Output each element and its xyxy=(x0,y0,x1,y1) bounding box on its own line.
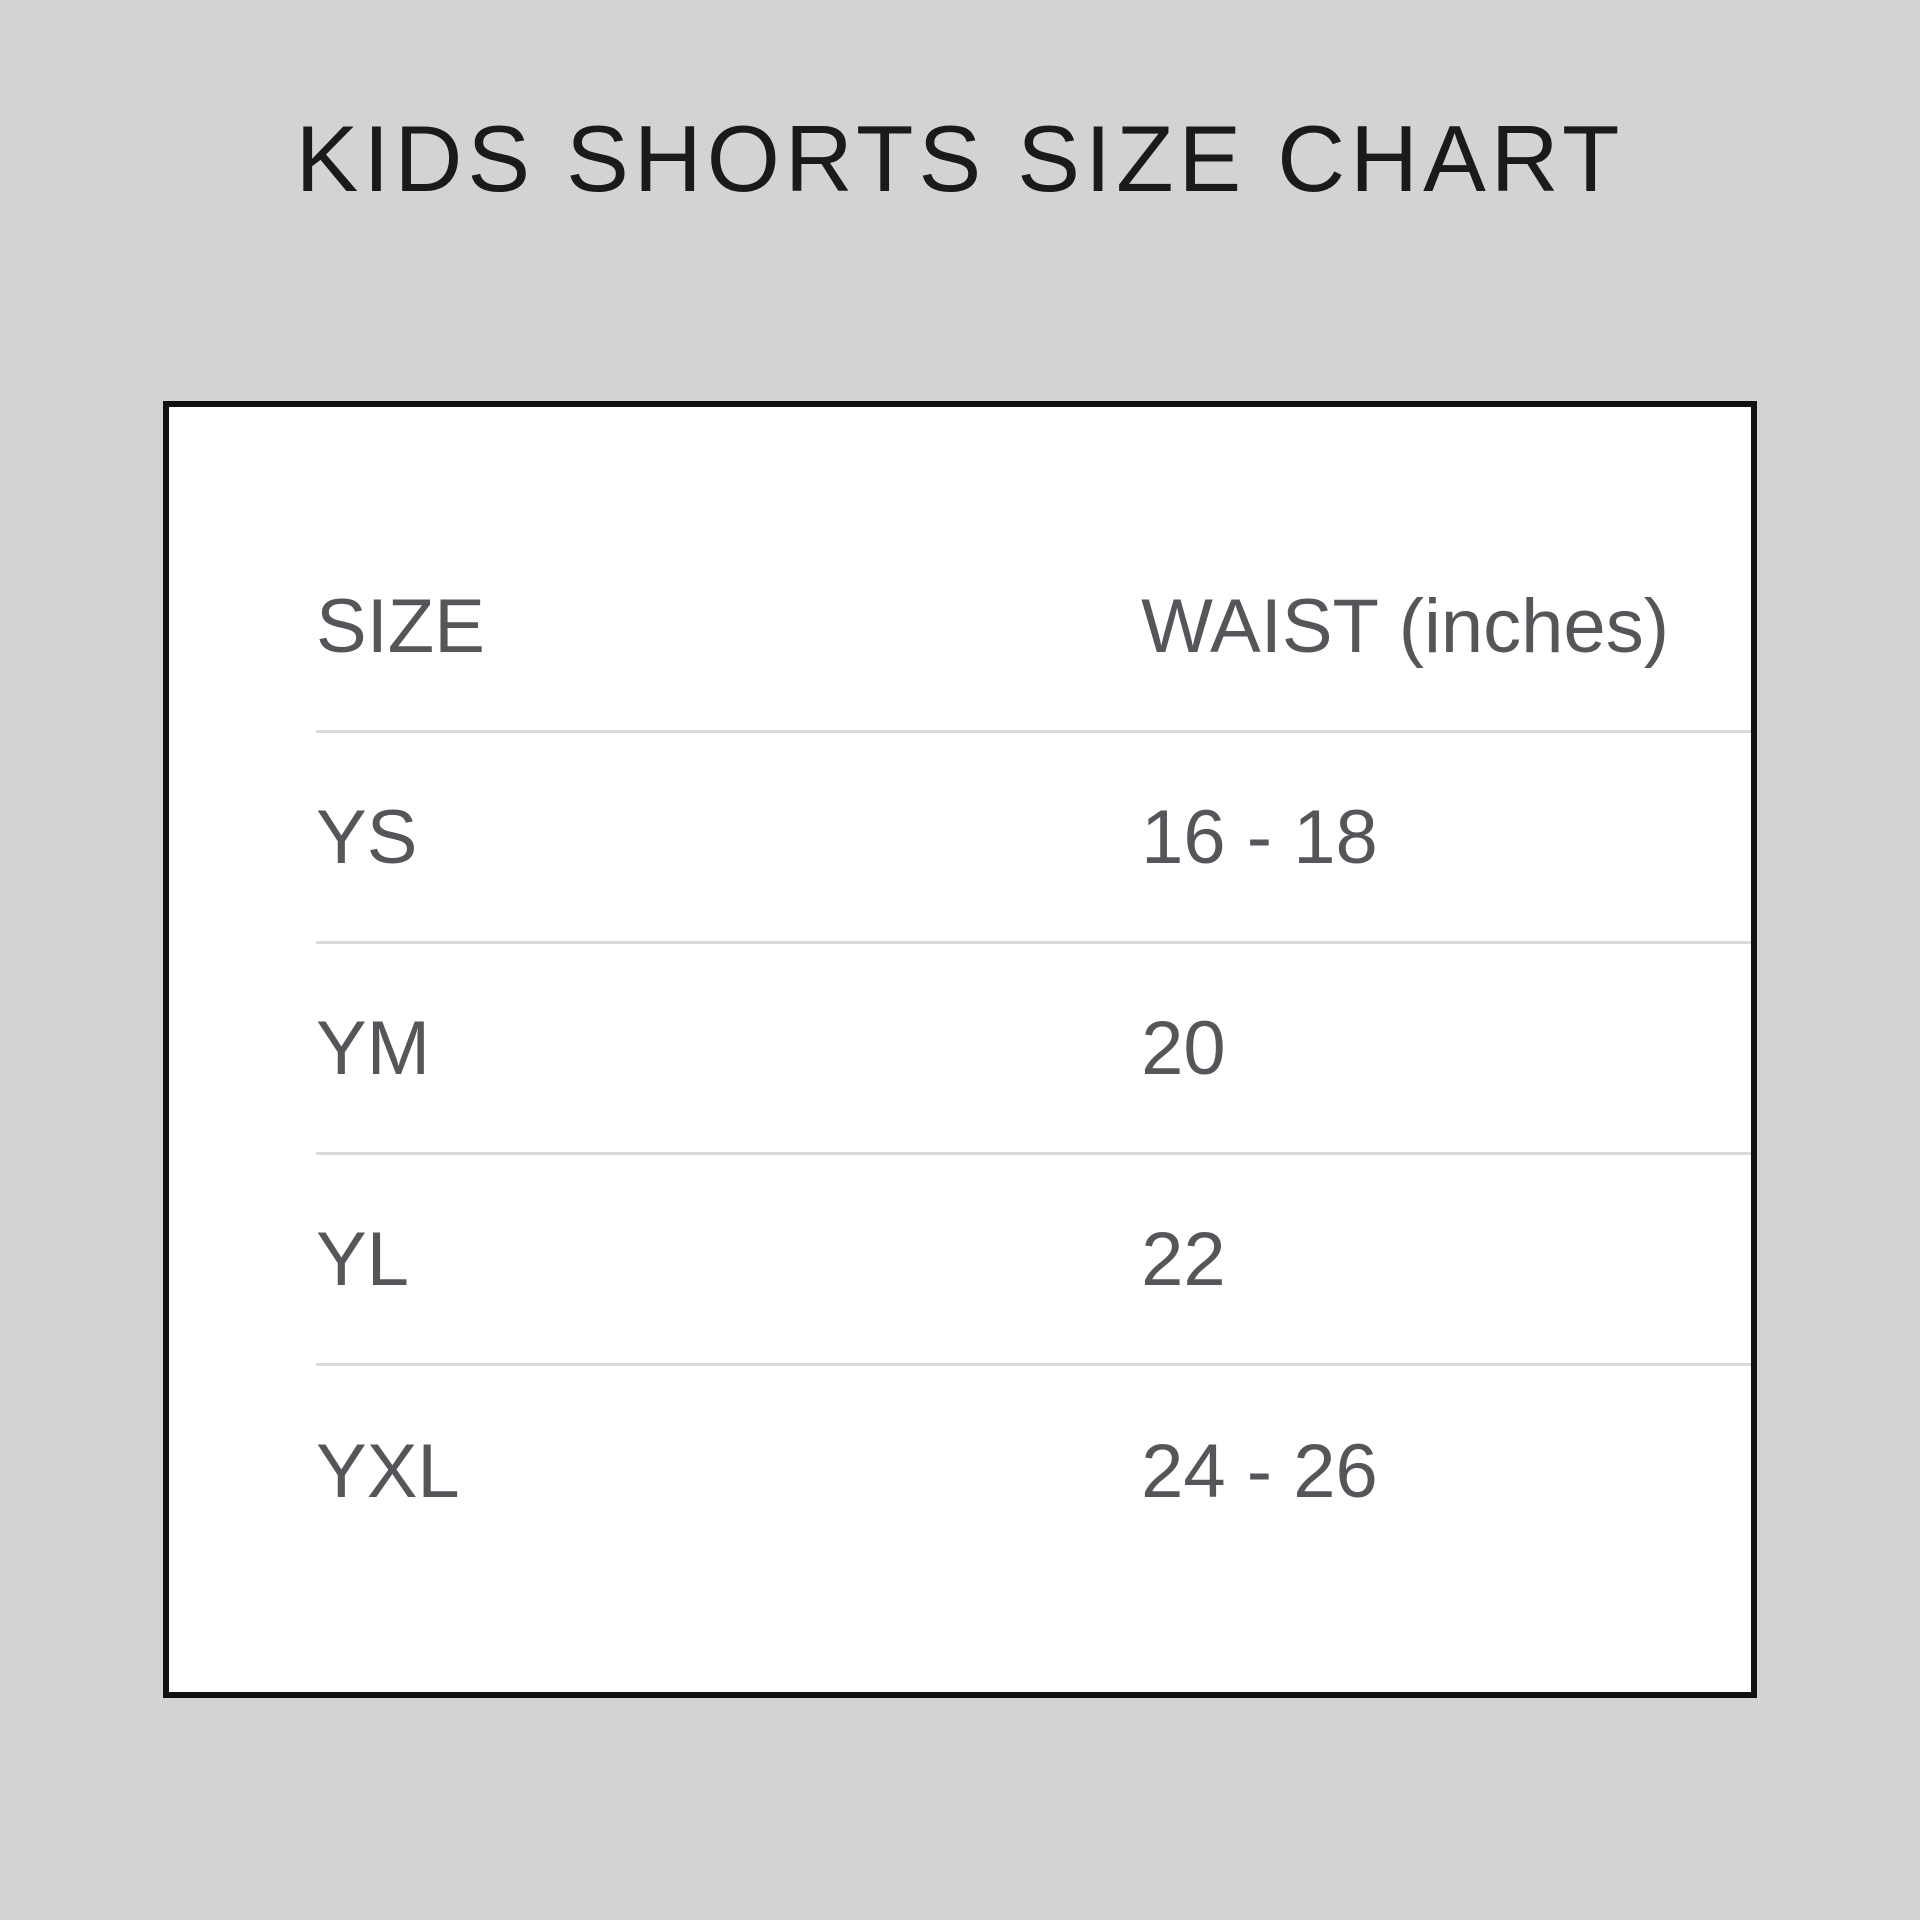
size-cell: YXL xyxy=(316,1429,460,1514)
size-cell: YL xyxy=(316,1216,409,1302)
table-header-row: SIZE WAIST (inches) xyxy=(316,522,1751,733)
size-cell: YS xyxy=(316,794,418,880)
size-chart-panel: SIZE WAIST (inches) YS 16 - 18 YM 20 YL … xyxy=(163,401,1757,1698)
size-table: SIZE WAIST (inches) YS 16 - 18 YM 20 YL … xyxy=(316,522,1751,1577)
waist-cell: 22 xyxy=(1141,1216,1226,1302)
table-row: YXL 24 - 26 xyxy=(316,1366,1751,1577)
waist-cell: 20 xyxy=(1141,1005,1226,1091)
page-title: KIDS SHORTS SIZE CHART xyxy=(295,106,1625,211)
table-row: YS 16 - 18 xyxy=(316,733,1751,944)
size-cell: YM xyxy=(316,1005,430,1091)
waist-cell: 16 - 18 xyxy=(1141,794,1378,880)
table-row: YL 22 xyxy=(316,1155,1751,1366)
waist-column-header: WAIST (inches) xyxy=(1141,583,1670,669)
waist-cell: 24 - 26 xyxy=(1141,1429,1378,1514)
size-column-header: SIZE xyxy=(316,583,485,669)
table-row: YM 20 xyxy=(316,944,1751,1155)
